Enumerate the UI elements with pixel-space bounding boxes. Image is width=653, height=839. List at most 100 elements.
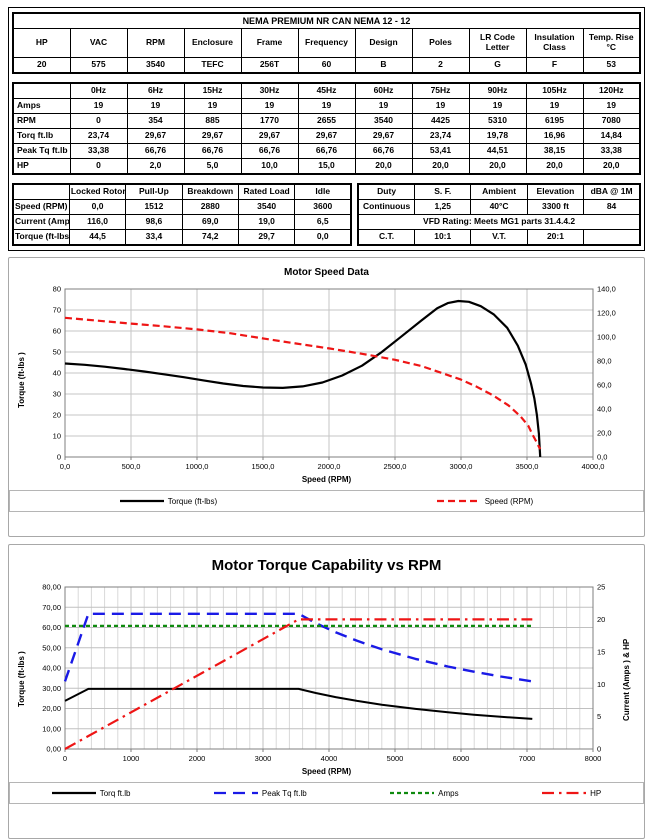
chart-legend: Torq ft.lb Peak Tq ft.lb Amps HP	[9, 782, 644, 804]
perf-value: 0,0	[68, 199, 127, 215]
x-tick-label: 5000	[386, 754, 403, 763]
freq-value: 3540	[354, 113, 413, 129]
y-tick-label-left: 60,00	[42, 623, 61, 632]
vfd-rating-note: VFD Rating: Meets MG1 parts 31.4.4.2	[357, 214, 641, 230]
spec-value: 60	[297, 57, 356, 74]
freq-value: 0	[69, 158, 128, 175]
legend-item-torq-ft-lb: Torq ft.lb	[51, 789, 130, 798]
table-gap	[12, 175, 641, 183]
y-tick-label-right: 140,0	[597, 285, 616, 294]
perf-value: 33,4	[125, 229, 183, 246]
series-speed-rpm-	[64, 316, 541, 450]
legend-label: Amps	[438, 788, 459, 798]
freq-value: 7080	[582, 113, 641, 129]
rating-value: 84	[583, 199, 641, 215]
freq-value: 14,84	[582, 128, 641, 144]
y-tick-label-left: 70,00	[42, 603, 61, 612]
legend-line-sample-icon	[213, 791, 258, 795]
frequency-performance-table: 0Hz 6Hz 15Hz 30Hz 45Hz 60Hz 75Hz 90Hz 105Hz 120Hz…	[12, 82, 641, 175]
table-row: HP 0 2,0 5,0 10,0 15,0 20,0 20,0 20,0 20,0 20,0	[12, 158, 641, 175]
x-tick-label: 6000	[452, 754, 469, 763]
chart-title: Motor Torque Capability vs RPM	[211, 557, 442, 574]
x-tick-label: 1500,0	[251, 462, 274, 471]
y-tick-label-left: 40,00	[42, 664, 61, 673]
freq-value: 33,38	[582, 143, 641, 159]
legend-item-torque-ft-lbs-: Torque (ft-lbs)	[119, 496, 218, 506]
freq-value: 20,0	[525, 158, 584, 175]
spec-value: 256T	[240, 57, 299, 74]
freq-value: 0	[69, 113, 128, 129]
column-header: LR Code Letter	[468, 28, 527, 58]
y-tick-label-right: 5	[597, 712, 601, 721]
freq-value: 2,0	[126, 158, 185, 175]
x-tick-label: 7000	[518, 754, 535, 763]
y-tick-label-left: 0	[56, 453, 60, 462]
table-row: C.T. 10:1 V.T. 20:1	[357, 229, 641, 246]
freq-value: 19	[297, 98, 356, 114]
x-tick-label: 8000	[584, 754, 601, 763]
rating-value: V.T.	[470, 229, 528, 246]
freq-value: 29,67	[240, 128, 299, 144]
table-row: Amps 19 19 19 19 19 19 19 19 19 19	[12, 98, 641, 114]
spec-value: B	[354, 57, 413, 74]
y-tick-label-left: 30,00	[42, 684, 61, 693]
perf-value: 44,5	[68, 229, 127, 246]
freq-value: 33,38	[69, 143, 128, 159]
column-header: HP	[12, 28, 71, 58]
legend-line-sample-icon	[390, 791, 435, 795]
freq-value: 66,76	[126, 143, 185, 159]
perf-value: 3540	[237, 199, 296, 215]
freq-value: 23,74	[69, 128, 128, 144]
spec-table-title: NEMA PREMIUM NR CAN NEMA 12 - 12	[12, 12, 641, 29]
freq-value: 19	[69, 98, 128, 114]
row-label: RPM	[12, 113, 71, 129]
freq-value: 15,0	[297, 158, 356, 175]
freq-value: 19	[240, 98, 299, 114]
legend-item-hp: HP	[542, 789, 601, 798]
freq-value: 19	[468, 98, 527, 114]
column-header: Rated Load	[237, 183, 296, 200]
motor-speed-chart: Motor Speed Data 0,0 500,0 1000,0 1500,0 200…	[8, 257, 645, 537]
freq-value: 20,0	[582, 158, 641, 175]
y-tick-label-left: 20,00	[42, 704, 61, 713]
y-tick-label-right: 15	[597, 647, 605, 656]
freq-value: 354	[126, 113, 185, 129]
column-header: Enclosure	[183, 28, 242, 58]
freq-value: 19	[183, 98, 242, 114]
freq-value: 19	[354, 98, 413, 114]
x-tick-label: 3000	[254, 754, 271, 763]
column-header: Insulation Class	[525, 28, 584, 58]
y-tick-label-left: 30	[52, 390, 60, 399]
x-axis-title: Speed (RPM)	[301, 767, 352, 776]
freq-value: 19	[411, 98, 470, 114]
x-tick-label: 3500,0	[515, 462, 538, 471]
legend-label: Torque (ft-lbs)	[167, 496, 218, 506]
spec-value: G	[468, 57, 527, 74]
freq-value: 19	[126, 98, 185, 114]
table-row: Locked Rotor Pull-Up Breakdown Rated Load Id…	[12, 183, 352, 200]
rating-value: Continuous	[357, 199, 416, 215]
y-tick-label-right: 80,0	[597, 357, 612, 366]
table-row: 20 575 3540 TEFC 256T 60 B 2 G F 53	[12, 57, 641, 74]
table-row: Peak Tq ft.lb 33,38 66,76 66,76 66,76 66,76 66…	[12, 143, 641, 159]
series-peak-tq-ft-lb	[63, 612, 532, 683]
perf-value: 3600	[294, 199, 352, 215]
perf-value: 2880	[181, 199, 239, 215]
y-tick-label-right: 120,0	[597, 309, 616, 318]
freq-value: 20,0	[411, 158, 470, 175]
y-tick-label-left: 70	[52, 306, 60, 315]
y-tick-label-left: 60	[52, 327, 60, 336]
spec-value: 2	[411, 57, 470, 74]
rating-table: Duty S. F. Ambient Elevation dBA @ 1M Continu…	[357, 183, 641, 246]
column-header: 6Hz	[126, 82, 185, 99]
column-header: 60Hz	[354, 82, 413, 99]
spec-value: TEFC	[183, 57, 242, 74]
freq-value: 53,41	[411, 143, 470, 159]
column-header: Breakdown	[181, 183, 239, 200]
performance-rating-row: Locked Rotor Pull-Up Breakdown Rated Load Id…	[12, 183, 641, 246]
freq-value: 5310	[468, 113, 527, 129]
column-header: 105Hz	[525, 82, 584, 99]
column-header: Pull-Up	[125, 183, 183, 200]
legend-label: HP	[590, 788, 602, 798]
series-torque-ft-lbs-	[64, 299, 541, 458]
